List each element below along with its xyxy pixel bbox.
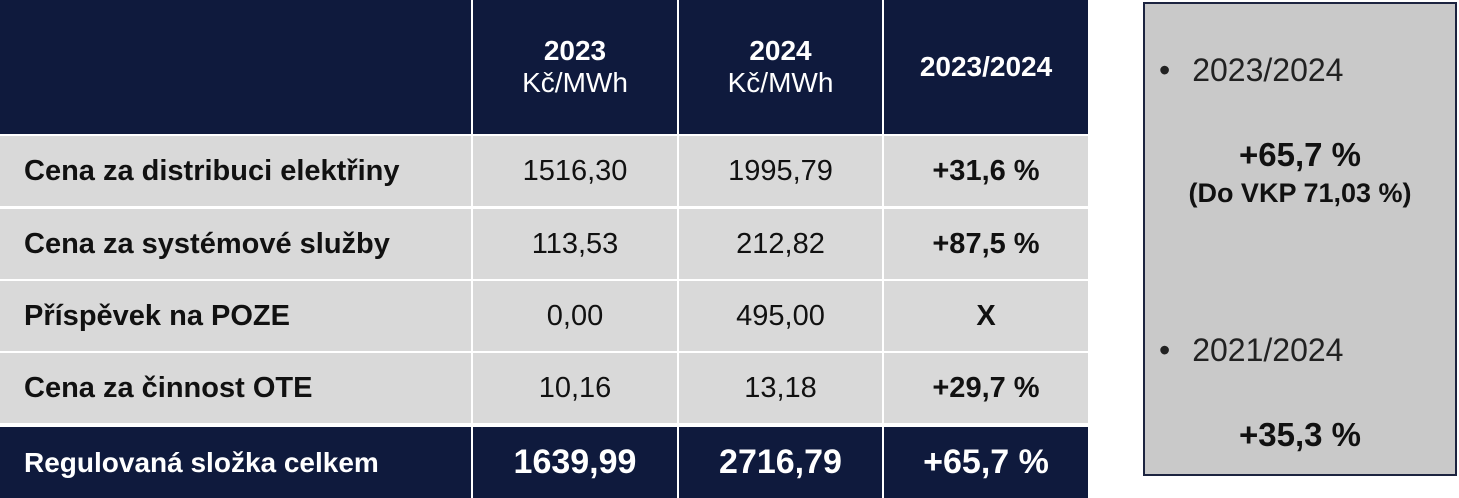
row-label: Cena za činnost OTE <box>0 353 471 423</box>
total-value: 2716,79 <box>679 427 882 498</box>
header-cell: 2023/2024 <box>884 0 1088 134</box>
row-label: Cena za distribuci elektřiny <box>0 136 471 206</box>
header-title: 2024 <box>749 35 812 66</box>
header-unit: Kč/MWh <box>522 67 628 98</box>
cell-value: +31,6 % <box>884 136 1088 206</box>
row-label: Příspěvek na POZE <box>0 281 471 351</box>
cell-value: 13,18 <box>679 353 882 423</box>
cell-value: +29,7 % <box>884 353 1088 423</box>
header-title: 2023 <box>543 35 607 66</box>
summary-value: +65,7 % <box>1238 136 1361 173</box>
summary-box: 2023/2024 +65,7 % (Do VKP 71,03 %) 2021/… <box>1143 2 1457 476</box>
header-blank <box>0 0 471 134</box>
summary-label: 2023/2024 <box>1159 52 1343 89</box>
summary-value: +35,3 % <box>1238 416 1361 453</box>
total-value: +65,7 % <box>884 427 1088 498</box>
header-cell: 2024 Kč/MWh <box>679 0 882 134</box>
header-unit: Kč/MWh <box>727 67 834 98</box>
summary-label: 2021/2024 <box>1159 332 1343 369</box>
cell-value: 10,16 <box>473 353 677 423</box>
total-value: 1639,99 <box>473 427 677 498</box>
cell-value: 212,82 <box>679 209 882 279</box>
cell-value: 1516,30 <box>473 136 677 206</box>
cell-value: +87,5 % <box>884 209 1088 279</box>
cell-value: X <box>884 281 1088 351</box>
cell-value: 1995,79 <box>679 136 882 206</box>
cell-value: 495,00 <box>679 281 882 351</box>
cell-value: 0,00 <box>473 281 677 351</box>
summary-note: (Do VKP 71,03 %) <box>1188 178 1412 208</box>
header-cell: 2023 Kč/MWh <box>473 0 677 134</box>
header-title: 2023/2024 <box>919 51 1053 82</box>
row-label: Cena za systémové služby <box>0 209 471 279</box>
cell-value: 113,53 <box>473 209 677 279</box>
total-label: Regulovaná složka celkem <box>0 427 471 498</box>
